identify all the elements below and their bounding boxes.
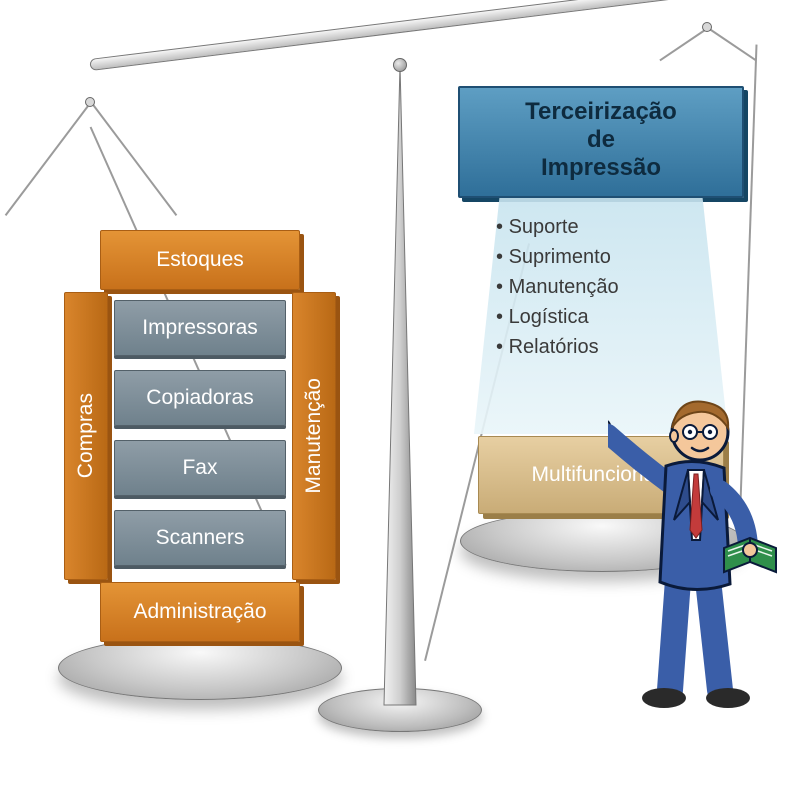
row-fax: Fax (114, 440, 286, 496)
title-line-3: Impressão (468, 154, 734, 182)
cord-right-a (659, 27, 708, 61)
businessman-icon (608, 370, 788, 710)
panel-manutencao: Manutenção (292, 292, 336, 580)
list-item: Relatórios (496, 336, 599, 358)
list-item: Suporte (496, 216, 579, 238)
cord-left-a (5, 101, 92, 216)
beam-left-attach (85, 97, 95, 107)
blue-header: Terceirização de Impressão (458, 86, 744, 198)
list-item: Manutenção (496, 276, 619, 298)
row-impressoras: Impressoras (114, 300, 286, 356)
diagram-canvas: Estoques Compras Manutenção Impressoras … (0, 0, 800, 800)
panel-administracao: Administração (100, 582, 300, 642)
pan-left (58, 636, 342, 700)
row-scanners: Scanners (114, 510, 286, 566)
row-copiadoras: Copiadoras (114, 370, 286, 426)
scale-pivot (393, 58, 407, 72)
beam-right-attach (702, 22, 712, 32)
title-line-2: de (468, 126, 734, 154)
benefits-list: Suporte Suprimento Manutenção Logística … (496, 212, 718, 362)
panel-estoques: Estoques (100, 230, 300, 290)
label-compras: Compras (74, 393, 98, 478)
list-item: Logística (496, 306, 589, 328)
panel-compras: Compras (64, 292, 108, 580)
label-manutencao: Manutenção (302, 378, 326, 494)
cord-right-b (707, 27, 756, 61)
list-item: Suprimento (496, 246, 611, 268)
left-stack: Estoques Compras Manutenção Impressoras … (64, 230, 336, 644)
title-line-1: Terceirização (468, 98, 734, 126)
